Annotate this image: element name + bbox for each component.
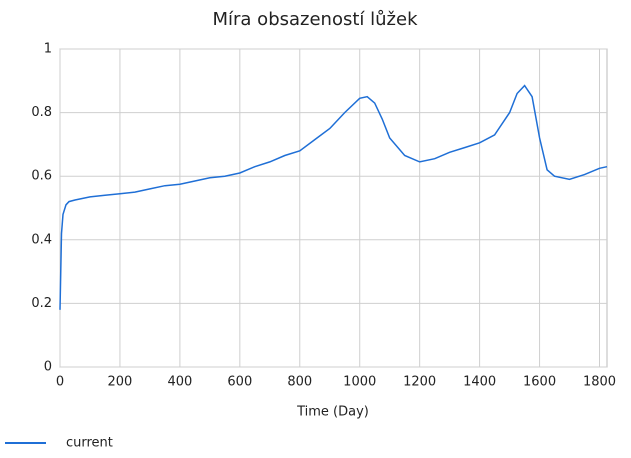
x-tick-label: 1200 bbox=[403, 375, 436, 390]
x-tick-label: 1800 bbox=[583, 375, 616, 390]
plot-frame bbox=[59, 48, 608, 368]
y-tick-label: 0.2 bbox=[31, 296, 52, 311]
y-tick-label: 0 bbox=[44, 360, 52, 375]
chart-title: Míra obsazeností lůžek bbox=[213, 9, 419, 30]
y-tick-label: 0.8 bbox=[31, 105, 52, 120]
series-line bbox=[59, 84, 608, 310]
x-tick-label: 200 bbox=[108, 375, 133, 390]
x-tick-label: 1000 bbox=[343, 375, 376, 390]
x-tick-label: 0 bbox=[56, 375, 64, 390]
x-tick-label: 600 bbox=[227, 375, 252, 390]
y-tick-label: 0.6 bbox=[31, 169, 52, 184]
y-tick-label: 0.4 bbox=[31, 232, 52, 247]
x-tick-label: 400 bbox=[167, 375, 192, 390]
y-tick-label: 1 bbox=[44, 42, 52, 57]
x-axis-label: Time (Day) bbox=[296, 405, 369, 420]
x-tick-label: 1600 bbox=[523, 375, 556, 390]
x-tick-label: 800 bbox=[287, 375, 312, 390]
legend-label: current bbox=[66, 436, 113, 451]
x-tick-label: 1400 bbox=[463, 375, 496, 390]
